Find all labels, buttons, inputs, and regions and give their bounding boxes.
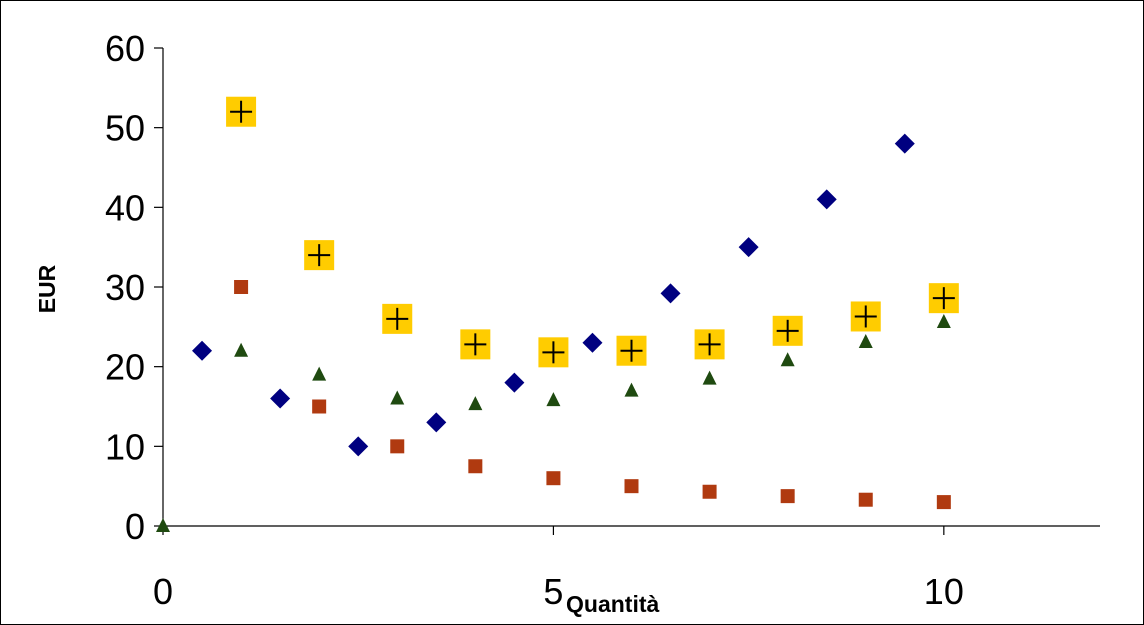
series-4-point-5 [616, 335, 647, 366]
series-4-point-4 [538, 337, 569, 368]
y-tick-label-0: 0 [125, 506, 145, 547]
tick-labels: 0 10 20 30 40 50 60 0 5 10 [105, 28, 964, 612]
series-4-point-6 [694, 329, 725, 360]
series-2-point-6 [702, 484, 717, 499]
series-4-point-9 [928, 283, 959, 314]
series-1-point-2 [348, 436, 369, 457]
y-tick-label-4: 40 [105, 187, 145, 228]
y-tick-label-3: 30 [105, 267, 145, 308]
series-4-point-3 [460, 329, 491, 360]
series-3-point-6 [624, 382, 639, 397]
series-2-point-5 [624, 479, 639, 494]
y-tick-label-6: 60 [105, 28, 145, 69]
series-1-point-4 [504, 372, 525, 393]
series-2-point-8 [858, 492, 873, 507]
series-2-point-0 [234, 280, 249, 294]
series-4-point-7 [772, 315, 803, 346]
x-tick-label-2: 10 [924, 571, 964, 612]
series-1-point-9 [894, 133, 915, 154]
series-3-point-8 [780, 352, 795, 367]
series-1-point-5 [582, 332, 603, 353]
series-3-point-9 [858, 333, 873, 348]
series-3-point-7 [702, 370, 717, 385]
x-axis-title: Quantità [566, 591, 659, 617]
series-3-point-2 [312, 366, 327, 381]
series-3-point-0 [156, 518, 170, 532]
series-3-point-4 [468, 396, 483, 411]
series-2-point-7 [780, 489, 795, 504]
x-tick-label-0: 0 [153, 571, 173, 612]
series-2-point-3 [468, 459, 483, 474]
ticks [154, 47, 945, 535]
series-3-point-3 [390, 390, 405, 405]
series-1-point-8 [816, 189, 837, 210]
series-4-point-2 [382, 303, 413, 334]
series-4-point-8 [850, 301, 881, 332]
marks [156, 96, 959, 532]
series-4-point-0 [226, 96, 257, 127]
series-2-point-1 [312, 399, 327, 414]
series-1-point-6 [660, 283, 681, 304]
series-2-point-9 [936, 495, 951, 510]
x-tick-label-1: 5 [543, 571, 563, 612]
series-1-point-3 [426, 412, 447, 433]
series-2-point-2 [390, 439, 405, 454]
series-4-point-1 [304, 240, 335, 271]
series-1-point-0 [192, 340, 213, 361]
series-3-point-5 [546, 392, 561, 407]
y-tick-label-2: 20 [105, 347, 145, 388]
y-axis-title: EUR [34, 264, 60, 313]
series-1-point-1 [270, 388, 291, 409]
y-tick-label-1: 10 [105, 426, 145, 467]
series-3-point-10 [936, 314, 951, 329]
series-3-point-1 [234, 342, 249, 357]
series-2-point-4 [546, 471, 561, 486]
y-tick-label-5: 50 [105, 108, 145, 149]
series-1-point-7 [738, 237, 759, 258]
